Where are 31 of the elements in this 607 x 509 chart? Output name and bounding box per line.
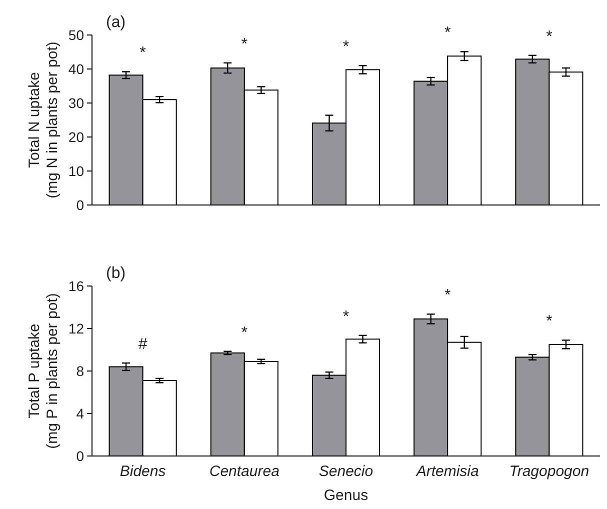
x-tick-label: Centaurea [209,463,280,480]
x-tick-label: Artemisia [415,463,479,480]
x-tick-label: Tragopogon [509,463,590,480]
y-tick-label: 4 [76,405,84,422]
annotation: * [342,308,350,326]
y-tick-label: 0 [76,196,84,213]
annotation: * [241,36,248,53]
y-tick-label: 30 [68,94,84,111]
chart-title: (b) [106,265,126,282]
y-tick-label: 40 [68,60,84,77]
y-axis-title: Total P uptake (mg P in plants per pot) [26,293,61,449]
annotation: * [444,287,451,304]
y-tick-label: 0 [76,448,84,464]
annotation: * [546,28,552,46]
y-tick-label: 16 [68,278,84,294]
y-tick-label: 20 [68,128,84,145]
y-tick-label: 10 [68,162,84,179]
chart-title: (a) [106,14,126,31]
y-tick-label: 50 [68,26,84,43]
x-axis-title: Genus [324,487,368,504]
annotation: # [138,336,148,354]
x-tick-label: Bidens [120,463,166,480]
annotation: * [444,24,451,42]
annotation: * [241,324,248,342]
y-tick-label: 8 [76,362,84,379]
annotation: * [342,38,350,56]
x-tick-label: Senecio [318,463,374,480]
annotation: * [546,313,552,330]
y-tick-label: 12 [68,320,84,336]
y-axis-title: Total N uptake (mg N in plants per pot) [26,42,61,198]
annotation: * [140,44,146,62]
